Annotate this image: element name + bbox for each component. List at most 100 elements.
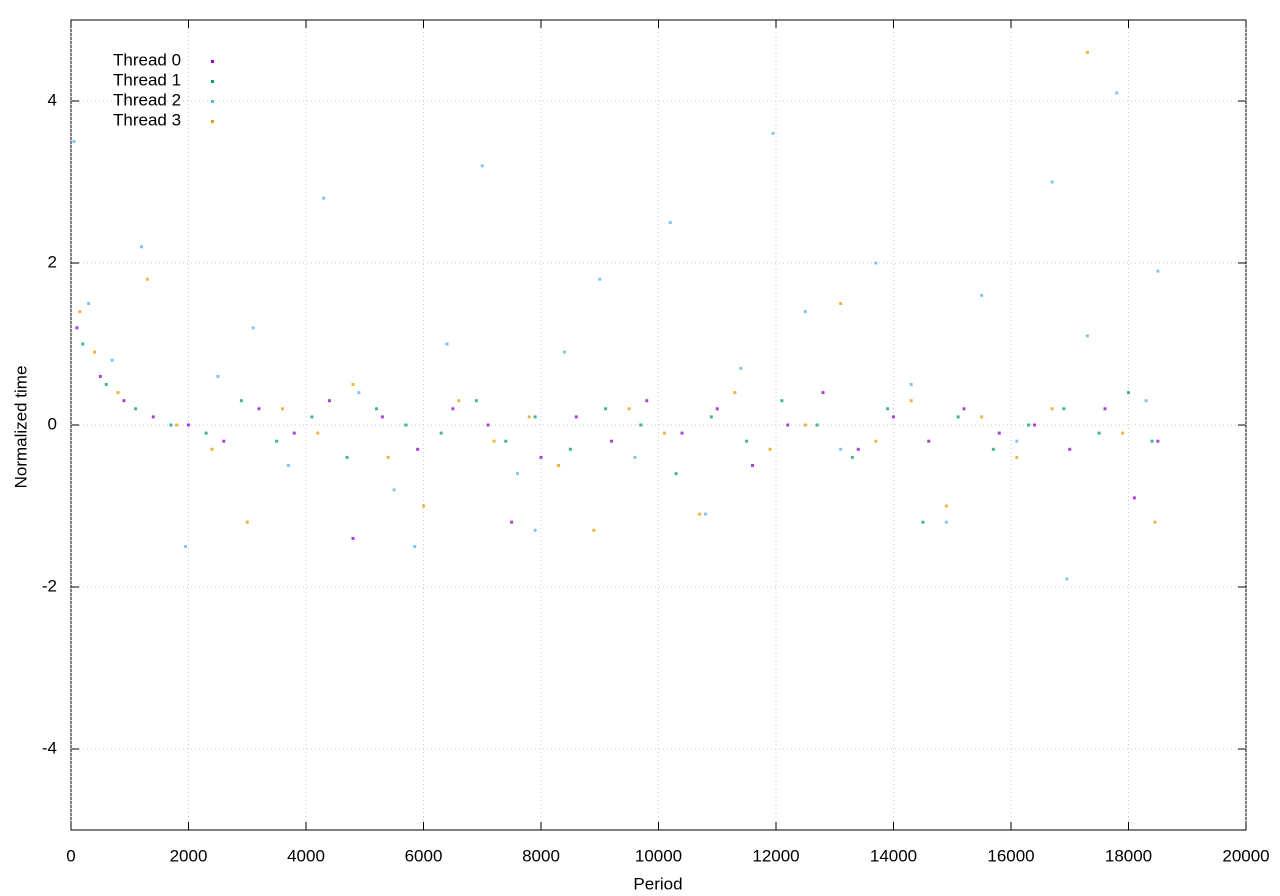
point (175, 423, 179, 427)
point (169, 423, 173, 427)
point (639, 423, 643, 427)
point (134, 407, 138, 411)
x-axis-label: Period (633, 874, 682, 893)
point (110, 358, 114, 362)
point (786, 423, 790, 427)
point (292, 431, 296, 435)
point (310, 415, 314, 419)
point (1127, 391, 1130, 395)
point (739, 366, 743, 370)
point (539, 455, 543, 459)
point (486, 423, 490, 427)
point (1153, 520, 1157, 524)
point (944, 504, 948, 508)
point (286, 464, 290, 467)
point (668, 221, 672, 224)
point (187, 423, 190, 427)
point (645, 399, 649, 403)
point (850, 455, 854, 459)
point (78, 310, 82, 314)
point (821, 391, 825, 395)
point (222, 439, 226, 443)
point (803, 310, 807, 314)
point (480, 164, 484, 168)
point (962, 407, 966, 411)
point (1132, 496, 1136, 500)
point (451, 407, 455, 411)
point (815, 423, 819, 427)
y-tick-label: 0 (48, 414, 57, 433)
point (445, 342, 449, 346)
point (422, 504, 425, 508)
point (1062, 407, 1066, 411)
point (944, 520, 948, 524)
x-tick-label: 12000 (752, 846, 799, 865)
point (239, 399, 243, 403)
point (1085, 334, 1089, 338)
point (1121, 431, 1125, 435)
point (116, 391, 120, 395)
point (980, 415, 984, 419)
point (533, 415, 537, 419)
y-tick-label: 2 (48, 252, 57, 271)
point (568, 447, 572, 451)
point (474, 399, 478, 403)
point (680, 431, 684, 435)
point (257, 407, 261, 411)
point (416, 447, 420, 451)
point (1103, 407, 1107, 411)
point (874, 439, 878, 443)
point (991, 447, 995, 451)
point (351, 383, 355, 386)
legend-label: Thread 1 (113, 70, 181, 89)
y-axis-label: Normalized time (11, 366, 30, 489)
point (533, 528, 537, 532)
point (674, 472, 678, 476)
point (980, 293, 984, 297)
point (1027, 423, 1031, 427)
x-tick-label: 4000 (287, 846, 325, 865)
point (598, 277, 602, 281)
point (140, 245, 143, 249)
point (322, 196, 326, 200)
point (1015, 455, 1019, 459)
x-tick-label: 6000 (405, 846, 443, 865)
point (1033, 423, 1036, 427)
legend-swatch (211, 120, 214, 123)
point (892, 415, 895, 419)
point (604, 407, 608, 411)
point (856, 447, 860, 451)
x-tick-label: 8000 (522, 846, 560, 865)
point (709, 415, 713, 419)
point (1050, 407, 1054, 411)
x-tick-label: 16000 (987, 846, 1034, 865)
legend-label: Thread 3 (113, 110, 181, 129)
point (375, 407, 378, 411)
point (122, 399, 126, 403)
point (886, 407, 890, 411)
x-tick-label: 14000 (870, 846, 917, 865)
point (210, 447, 214, 451)
point (592, 528, 596, 532)
point (803, 423, 807, 427)
point (75, 326, 79, 330)
point (275, 439, 279, 443)
point (184, 545, 188, 548)
point (997, 431, 1001, 435)
point (281, 407, 284, 411)
point (633, 455, 637, 459)
point (874, 261, 878, 265)
point (93, 350, 96, 354)
point (1156, 439, 1160, 443)
point (104, 383, 108, 386)
point (345, 455, 349, 459)
point (751, 464, 754, 467)
point (316, 431, 320, 435)
point (780, 399, 784, 403)
point (563, 350, 566, 354)
y-tick-label: -2 (42, 576, 57, 595)
x-tick-label: 0 (66, 846, 75, 865)
point (1068, 447, 1072, 451)
point (627, 407, 631, 411)
